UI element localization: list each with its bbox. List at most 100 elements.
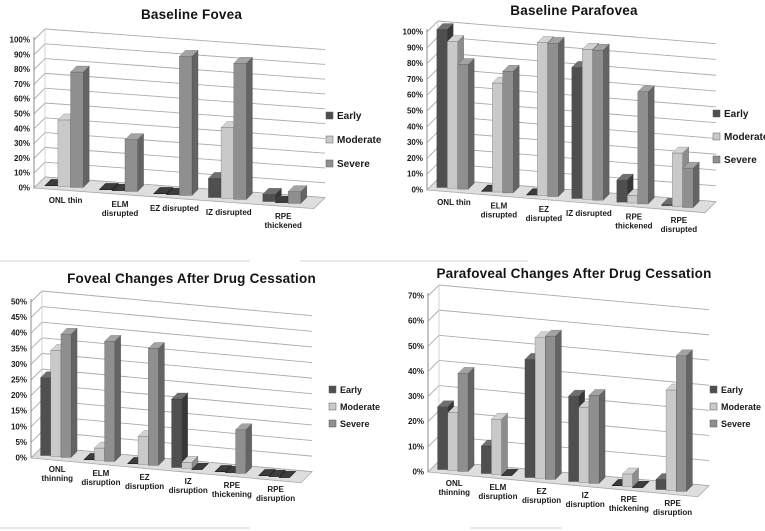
category-label: EZ disrupted — [526, 205, 563, 223]
bar-early — [40, 377, 51, 456]
y-tick-label: 30% — [14, 139, 30, 148]
y-tick-label: 10% — [408, 442, 424, 451]
legend-label: Severe — [724, 155, 757, 166]
bar-severe-zero — [278, 471, 297, 478]
gridline — [30, 290, 313, 317]
legend-swatch-severe — [328, 419, 337, 428]
category-label: EZ disrupted — [150, 204, 199, 213]
bar-moderate — [622, 473, 633, 487]
y-tick-label: 70% — [408, 292, 424, 301]
bar-severe-zero — [631, 481, 650, 488]
bar-moderate — [181, 462, 193, 469]
y-tick-label: 40% — [407, 122, 423, 131]
bar-severe — [502, 71, 514, 194]
bar-severe — [457, 373, 469, 472]
bar-severe-side — [686, 349, 693, 493]
bar-early-top — [262, 187, 283, 195]
bar-early-zero — [98, 183, 120, 190]
chart-panel-parafoveal-changes: Parafoveal Changes After Drug Cessation … — [383, 265, 765, 531]
bar-early-side — [181, 392, 188, 469]
category-label: ELM disrupted — [481, 202, 518, 220]
bar-severe-side — [648, 85, 655, 205]
y-tick-label: 30% — [11, 360, 27, 369]
bar-severe-side — [693, 161, 700, 209]
bar-early-top — [436, 23, 454, 30]
y-tick-label: 20% — [11, 391, 27, 400]
bar-severe-side — [513, 64, 520, 194]
bar-moderate — [447, 412, 459, 471]
bar-severe — [682, 167, 694, 208]
y-tick-label: 70% — [14, 80, 30, 89]
bar-early — [655, 479, 667, 490]
bar-severe-side — [246, 56, 253, 201]
gridline — [427, 309, 710, 336]
bar-early-zero — [153, 187, 174, 194]
bar-severe — [637, 91, 649, 205]
bar-moderate — [50, 350, 62, 457]
category-label: ELM disruption — [81, 469, 120, 487]
bar-moderate-top — [446, 35, 465, 42]
chart-plot-foveal-changes: 0% 5% 10% 15% 20% 25% 30% 35% 40% 45% 50% ONL thinni… — [11, 290, 380, 503]
bar-moderate-top — [581, 43, 600, 50]
category-label: EZ disruption — [125, 473, 164, 491]
legend-label: Early — [337, 111, 362, 122]
chart-title: Baseline Fovea — [140, 7, 243, 22]
bar-early — [568, 395, 579, 482]
category-label: RPE disrupted — [661, 216, 698, 234]
y-tick-label: 40% — [14, 124, 30, 133]
bar-severe-top — [178, 50, 199, 57]
bar-moderate — [534, 337, 546, 479]
y-tick-label: 20% — [407, 154, 423, 163]
gridline — [30, 306, 313, 332]
panel-border-artifact — [470, 527, 562, 529]
legend-label: Moderate — [340, 402, 380, 412]
bar-severe-side — [82, 65, 90, 189]
y-tick-label: 90% — [407, 43, 423, 52]
legend-swatch-early — [709, 385, 718, 394]
bar-severe — [547, 43, 559, 197]
y-tick-label: 20% — [408, 417, 424, 426]
y-tick-label: 0% — [15, 454, 27, 463]
bar-severe-side — [468, 57, 475, 190]
y-tick-label: 40% — [408, 367, 424, 376]
y-tick-label: 60% — [14, 95, 30, 104]
y-tick-label: 10% — [407, 170, 423, 179]
bar-moderate — [665, 389, 677, 491]
category-label: ELM disrupted — [102, 200, 139, 218]
bar-early — [480, 445, 492, 474]
bar-severe-top — [588, 389, 606, 396]
y-tick-label: 70% — [407, 75, 423, 84]
chart-panel-foveal-changes: Foveal Changes After Drug Cessation 0% 5%… — [0, 265, 383, 531]
chart-title: Foveal Changes After Drug Cessation — [67, 271, 316, 286]
bar-severe-zero — [191, 463, 209, 470]
legend-swatch-severe — [325, 159, 334, 168]
bar-severe-top — [60, 327, 78, 335]
bar-severe — [457, 64, 469, 190]
legend-label: Severe — [721, 419, 751, 429]
chart-panel-baseline-fovea: Baseline Fovea 0% 10% 20% 30% 40% 50% 60% 70% 80… — [0, 0, 383, 262]
legend-label: Early — [724, 109, 749, 120]
bar-moderate-top — [490, 412, 509, 420]
y-tick-label: 80% — [407, 59, 423, 68]
bar-severe — [233, 63, 247, 200]
chart-panel-baseline-parafovea: Baseline Parafovea 0% 10% 20% 30% 40% 50% 60% 7… — [383, 0, 765, 262]
y-tick-label: 0% — [412, 468, 424, 477]
bar-severe-top — [147, 342, 166, 349]
category-label: IZ disruption — [566, 491, 605, 509]
category-label: ONL thinning — [438, 479, 470, 497]
category-label: ONL thinning — [41, 465, 73, 483]
legend-swatch-moderate — [328, 402, 337, 411]
bar-severe — [287, 191, 302, 204]
y-tick-label: 30% — [408, 392, 424, 401]
legend-swatch-moderate — [712, 132, 721, 141]
y-tick-label: 15% — [11, 407, 27, 416]
gridline — [426, 20, 717, 45]
bar-severe-top — [457, 58, 475, 65]
gridline — [427, 334, 710, 361]
bar-moderate-top — [671, 146, 690, 154]
bar-moderate — [137, 436, 149, 465]
category-label: RPE thickening — [212, 481, 252, 499]
bar-severe-top — [287, 185, 308, 192]
y-tick-label: 50% — [11, 298, 27, 307]
